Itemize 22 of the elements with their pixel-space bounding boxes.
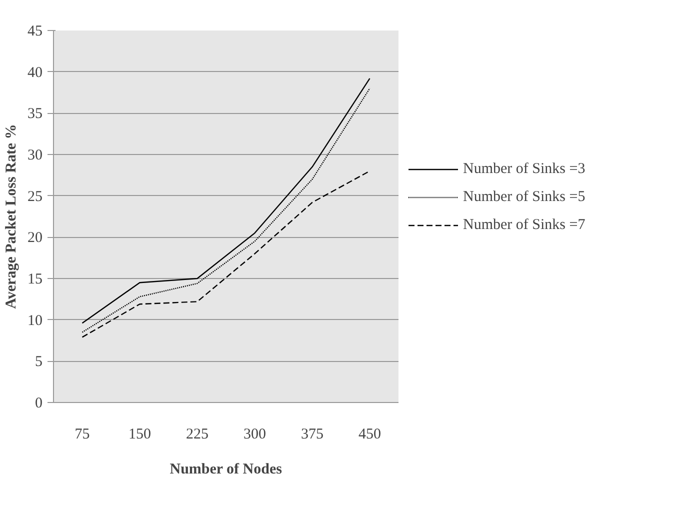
y-tick-label: 45 bbox=[28, 24, 42, 40]
y-tick-label: 25 bbox=[28, 188, 42, 205]
y-tick-label: 30 bbox=[28, 148, 42, 164]
y-tick-label: 20 bbox=[28, 230, 42, 246]
legend-label: Number of Sinks =3 bbox=[463, 160, 586, 178]
y-tick-label: 35 bbox=[28, 106, 42, 122]
y-tick-label: 15 bbox=[28, 272, 42, 288]
legend-label: Number of Sinks =5 bbox=[463, 188, 586, 206]
x-tick-label: 375 bbox=[301, 426, 324, 442]
x-tick-label: 150 bbox=[128, 426, 151, 442]
x-tick-label: 75 bbox=[74, 426, 90, 442]
x-tick-label: 300 bbox=[244, 426, 266, 442]
x-axis-title: Number of Nodes bbox=[170, 462, 282, 478]
y-tick-label: 10 bbox=[28, 312, 42, 329]
y-axis-title: Average Packet Loss Rate % bbox=[4, 124, 20, 309]
x-tick-label: 450 bbox=[358, 426, 381, 442]
line-series bbox=[82, 170, 370, 338]
x-tick-label: 225 bbox=[186, 426, 208, 442]
y-tick-label: 40 bbox=[28, 64, 42, 81]
y-tick-label: 0 bbox=[35, 396, 42, 412]
y-tick-label: 5 bbox=[35, 354, 42, 370]
legend-label: Number of Sinks =7 bbox=[463, 216, 586, 234]
